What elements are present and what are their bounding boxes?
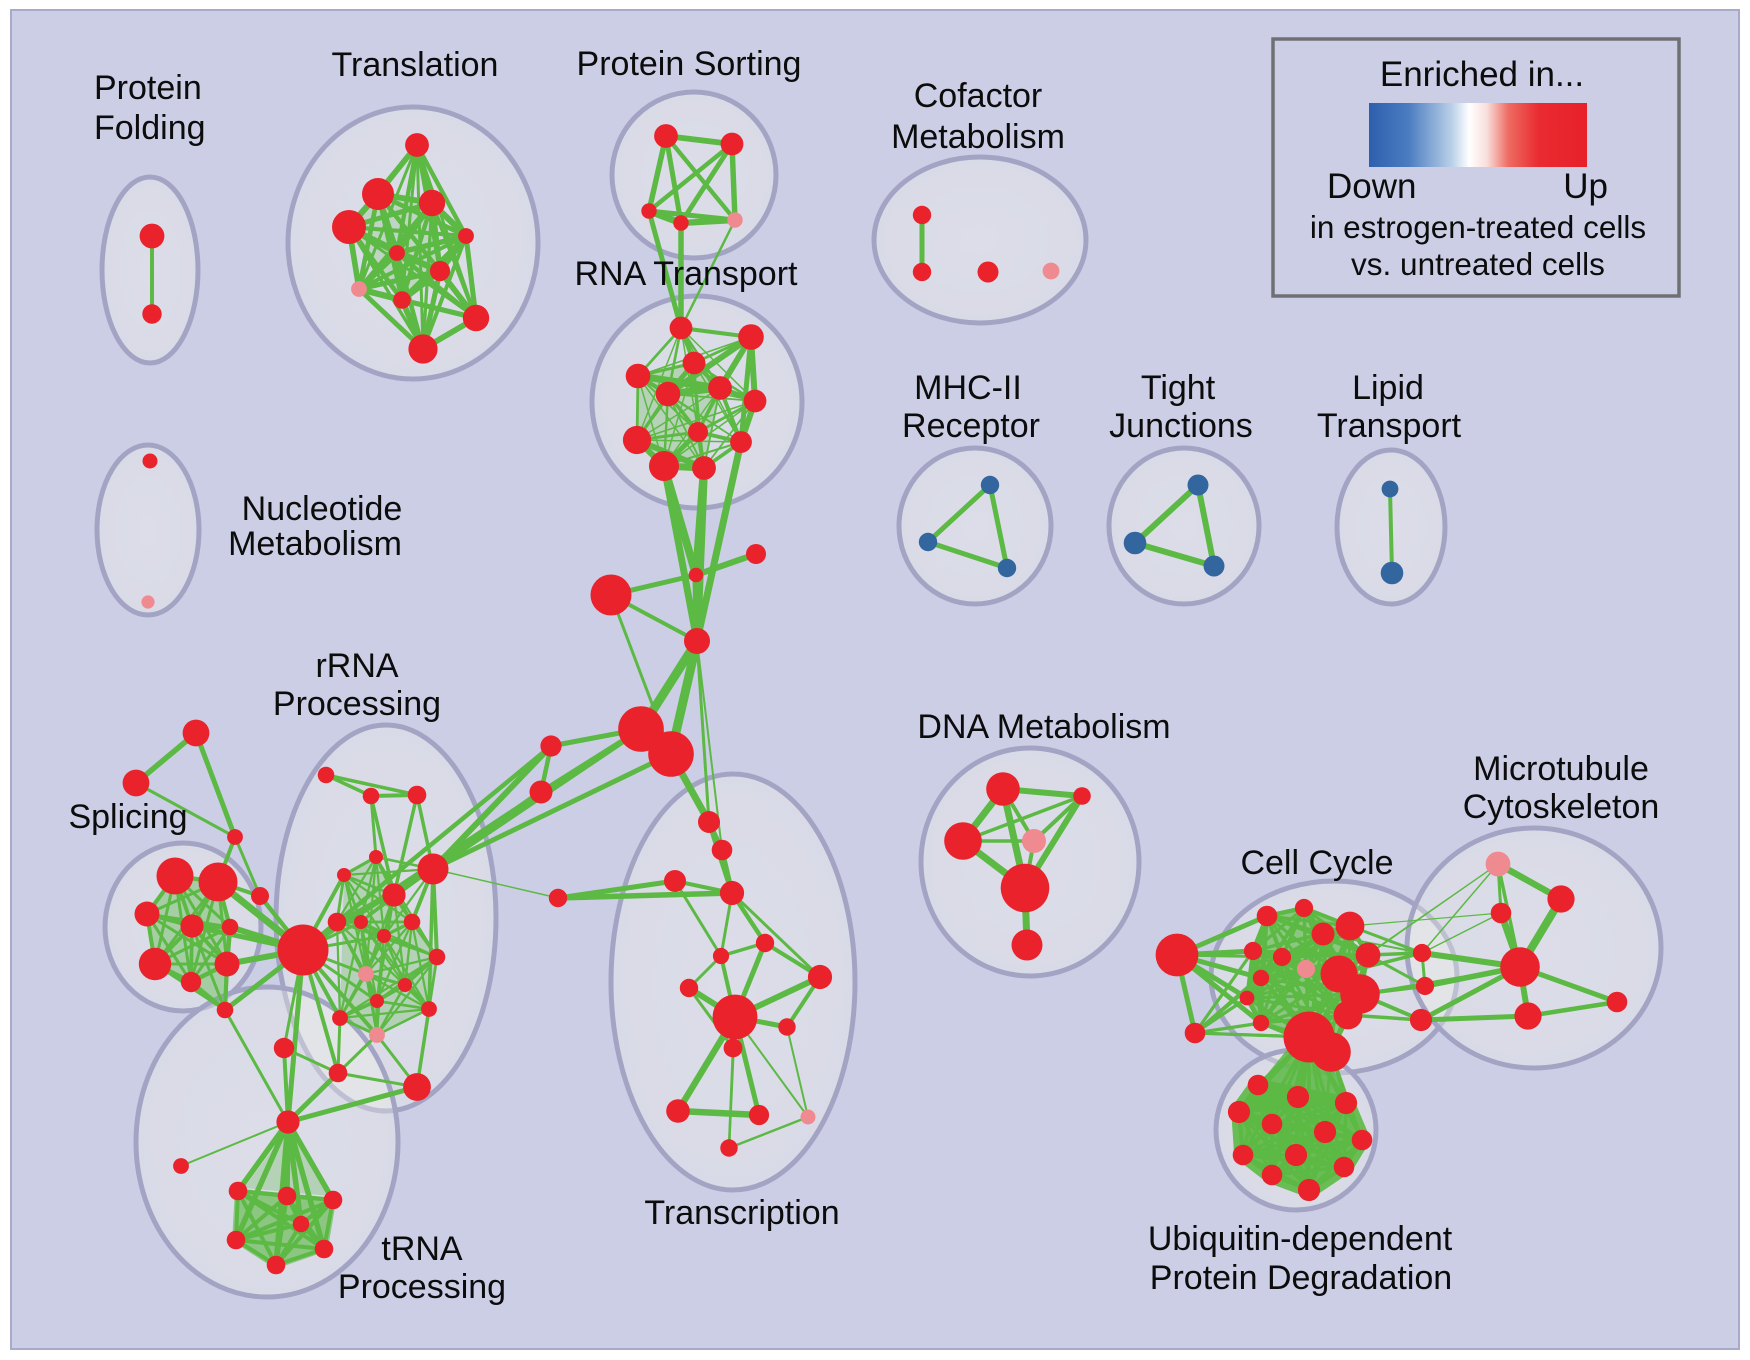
svg-text:in estrogen-treated cells: in estrogen-treated cells bbox=[1310, 209, 1646, 245]
svg-text:Protein Sorting: Protein Sorting bbox=[577, 45, 802, 83]
svg-text:MHC-II: MHC-II bbox=[914, 369, 1022, 407]
svg-text:Processing: Processing bbox=[338, 1268, 506, 1306]
svg-text:Metabolism: Metabolism bbox=[891, 118, 1065, 156]
svg-text:Up: Up bbox=[1563, 167, 1608, 206]
svg-text:tRNA: tRNA bbox=[381, 1230, 463, 1268]
svg-text:Enriched in...: Enriched in... bbox=[1380, 55, 1584, 94]
svg-text:Transcription: Transcription bbox=[644, 1194, 839, 1232]
svg-text:Cell Cycle: Cell Cycle bbox=[1240, 844, 1393, 882]
svg-text:vs. untreated cells: vs. untreated cells bbox=[1351, 246, 1605, 282]
svg-text:Protein Degradation: Protein Degradation bbox=[1150, 1259, 1452, 1297]
svg-text:rRNA: rRNA bbox=[315, 647, 398, 685]
svg-text:Folding: Folding bbox=[94, 109, 206, 147]
svg-text:RNA Transport: RNA Transport bbox=[575, 255, 799, 293]
svg-text:Cytoskeleton: Cytoskeleton bbox=[1463, 788, 1660, 826]
svg-text:Ubiquitin-dependent: Ubiquitin-dependent bbox=[1148, 1220, 1453, 1258]
svg-text:Tight: Tight bbox=[1141, 369, 1216, 407]
svg-text:Junctions: Junctions bbox=[1109, 407, 1253, 445]
svg-text:Lipid: Lipid bbox=[1352, 369, 1424, 407]
svg-text:Microtubule: Microtubule bbox=[1473, 750, 1649, 788]
svg-text:Receptor: Receptor bbox=[902, 407, 1040, 445]
svg-text:DNA Metabolism: DNA Metabolism bbox=[917, 708, 1170, 746]
svg-text:Splicing: Splicing bbox=[68, 798, 187, 836]
svg-text:Down: Down bbox=[1327, 167, 1416, 206]
svg-text:Protein: Protein bbox=[94, 69, 202, 107]
svg-text:Translation: Translation bbox=[332, 46, 499, 84]
svg-text:Transport: Transport bbox=[1317, 407, 1462, 445]
svg-text:Processing: Processing bbox=[273, 685, 441, 723]
svg-text:Metabolism: Metabolism bbox=[228, 525, 402, 563]
svg-text:Nucleotide: Nucleotide bbox=[242, 490, 403, 528]
svg-text:Cofactor: Cofactor bbox=[914, 77, 1043, 115]
